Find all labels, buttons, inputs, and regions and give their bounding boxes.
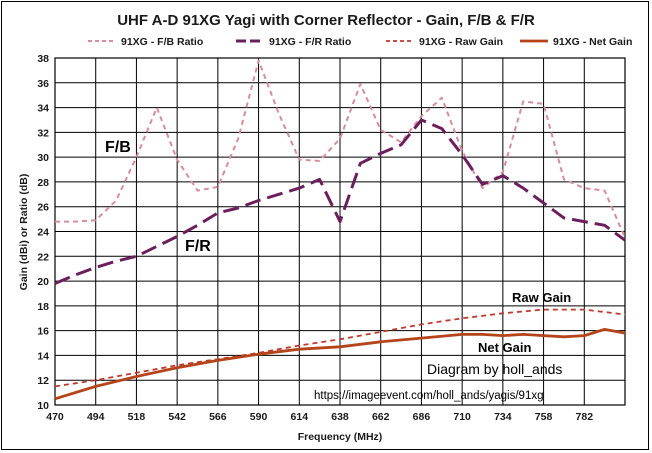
y-tick-label: 26 bbox=[37, 202, 49, 214]
x-axis-label: Frequency (MHz) bbox=[298, 431, 383, 443]
y-tick-label: 22 bbox=[37, 251, 49, 263]
x-tick-label: 638 bbox=[331, 411, 349, 423]
x-tick-label: 710 bbox=[453, 411, 471, 423]
y-tick-label: 28 bbox=[37, 177, 49, 189]
x-tick-label: 758 bbox=[535, 411, 553, 423]
y-tick-label: 16 bbox=[37, 326, 49, 338]
y-axis-ticks: 10 12 14 16 18 20 22 24 26 28 30 32 34 36 38 bbox=[37, 53, 49, 412]
y-axis-label: Gain (dBi) or Ratio (dB) bbox=[18, 174, 30, 291]
x-tick-label: 782 bbox=[576, 411, 594, 423]
x-tick-label: 494 bbox=[87, 411, 105, 423]
y-tick-label: 18 bbox=[37, 301, 49, 313]
y-tick-label: 38 bbox=[37, 53, 49, 65]
series-line-0 bbox=[55, 59, 626, 239]
x-tick-label: 518 bbox=[128, 411, 146, 423]
legend-label-3: 91XG - Net Gain bbox=[553, 36, 632, 48]
x-tick-label: 614 bbox=[291, 411, 309, 423]
x-tick-label: 662 bbox=[372, 411, 390, 423]
annotation-fr: F/R bbox=[185, 238, 211, 255]
x-tick-label: 686 bbox=[413, 411, 431, 423]
legend-label-2: 91XG - Raw Gain bbox=[419, 36, 503, 48]
annotation-url: https://imageevent.com/holl_ands/yagis/9… bbox=[314, 390, 544, 402]
legend-label-1: 91XG - F/R Ratio bbox=[269, 36, 351, 48]
annotation-net-gain: Net Gain bbox=[478, 340, 532, 355]
x-tick-label: 590 bbox=[250, 411, 268, 423]
legend-label-0: 91XG - F/B Ratio bbox=[121, 36, 203, 48]
x-axis-ticks: 470 494 518 542 566 590 614 638 662 686 710 734 758 7… bbox=[46, 411, 593, 423]
x-tick-label: 734 bbox=[494, 411, 512, 423]
y-tick-label: 34 bbox=[37, 103, 49, 115]
x-tick-label: 542 bbox=[168, 411, 186, 423]
grid bbox=[54, 57, 625, 406]
series-layer bbox=[54, 59, 626, 401]
series-line-1 bbox=[54, 118, 626, 285]
annotation-credit: Diagram by holl_ands bbox=[427, 361, 562, 377]
y-tick-label: 20 bbox=[37, 276, 49, 288]
y-tick-label: 14 bbox=[37, 350, 49, 362]
series-line-2 bbox=[54, 308, 626, 388]
y-tick-label: 32 bbox=[37, 127, 49, 139]
y-tick-label: 36 bbox=[37, 78, 49, 90]
y-tick-label: 24 bbox=[37, 227, 49, 239]
x-tick-label: 566 bbox=[209, 411, 227, 423]
y-tick-label: 10 bbox=[37, 400, 49, 412]
plot-area-border bbox=[54, 57, 626, 406]
annotation-fb: F/B bbox=[105, 139, 131, 156]
series-line-3 bbox=[54, 327, 626, 401]
y-tick-label: 30 bbox=[37, 152, 49, 164]
x-tick-label: 470 bbox=[46, 411, 64, 423]
legend: 91XG - F/B Ratio 91XG - F/R Ratio 91XG - R… bbox=[88, 36, 632, 48]
chart-title: UHF A-D 91XG Yagi with Corner Reflector … bbox=[117, 12, 535, 29]
annotation-raw-gain: Raw Gain bbox=[512, 290, 571, 305]
y-tick-label: 12 bbox=[37, 375, 49, 387]
